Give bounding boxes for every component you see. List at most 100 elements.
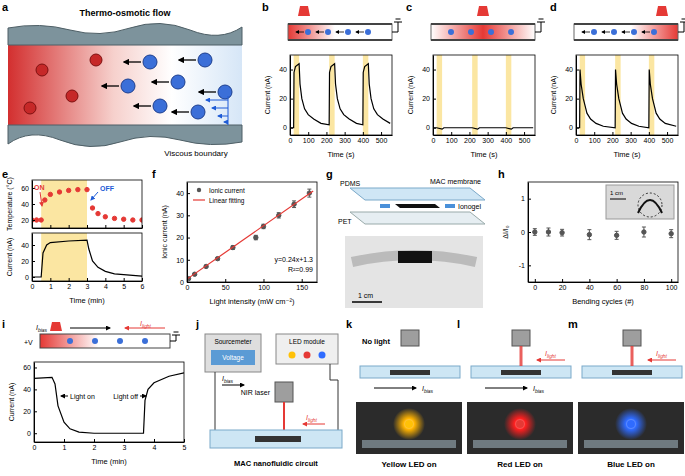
x-tick: 100 xyxy=(666,279,678,291)
x-tick xyxy=(124,225,125,228)
x-tick: 200 xyxy=(607,132,619,144)
y-tick-label: -1 xyxy=(519,262,525,269)
panel-letter: h xyxy=(498,168,505,180)
wall xyxy=(288,39,392,41)
arrow xyxy=(124,61,141,62)
arrow xyxy=(91,192,98,200)
x-tick xyxy=(50,225,51,228)
arrow xyxy=(537,360,565,361)
error-cap xyxy=(533,235,537,236)
y-axis-title: Temperature (°C) xyxy=(6,177,14,231)
display-label: Voltage xyxy=(222,354,244,362)
photo-device xyxy=(584,440,678,448)
x-tick: 3 xyxy=(123,439,127,451)
x-tick-mark xyxy=(535,279,536,282)
chart: 0123450204060Time (min)Current (nA)Light… xyxy=(8,362,187,466)
x-tick: 100 xyxy=(589,132,601,144)
error-bar xyxy=(642,227,646,237)
subscript: light xyxy=(142,324,152,329)
arrow xyxy=(602,32,610,33)
legend-label: Ionic current xyxy=(209,187,245,194)
x-tick-mark xyxy=(94,439,95,442)
data-point xyxy=(66,188,70,192)
x-tick: 20 xyxy=(559,279,567,291)
x-tick: 5 xyxy=(122,278,126,290)
x-tick-mark xyxy=(612,132,613,135)
y-tick: 40 xyxy=(21,201,35,208)
x-tick-mark xyxy=(649,132,650,135)
ion xyxy=(121,79,135,93)
x-tick-label: 0 xyxy=(432,137,436,144)
membrane xyxy=(390,370,430,375)
photo xyxy=(467,402,573,454)
wall xyxy=(574,39,678,41)
subscript: bias xyxy=(224,379,234,384)
current-label: Ibias xyxy=(36,324,47,333)
inset-bend xyxy=(638,193,662,217)
y-tick-label: 0 xyxy=(27,430,31,437)
error-bar xyxy=(669,230,673,238)
x-tick-mark xyxy=(50,225,51,228)
y-tick-label: 60 xyxy=(21,185,29,192)
x-tick-label: 6 xyxy=(141,283,145,290)
legend: Ionic currentLinear fitting xyxy=(193,187,245,205)
x-tick-mark xyxy=(488,132,489,135)
x-axis-title: Time (min) xyxy=(91,457,127,466)
x-tick-mark xyxy=(671,279,672,282)
y-tick-mark xyxy=(32,277,35,278)
panel-letter: a xyxy=(2,1,9,13)
x-tick-label: 400 xyxy=(644,137,656,144)
x-tick-label: 4 xyxy=(153,444,157,451)
data-point xyxy=(103,215,107,219)
legend-key xyxy=(197,188,201,192)
y-axis: 0204060 xyxy=(23,363,37,443)
x-axis: 0100200300400500 xyxy=(289,132,393,144)
ionogel xyxy=(445,204,455,208)
x-tick-label: 400 xyxy=(358,137,370,144)
panel-l: IlightIbiasRed LED on xyxy=(467,330,573,469)
x-tick-mark xyxy=(594,132,595,135)
x-tick-label: 50 xyxy=(222,284,230,291)
light-band xyxy=(437,55,442,135)
panel-letter: l xyxy=(457,318,460,330)
wall xyxy=(431,39,535,41)
plot-area xyxy=(533,227,674,240)
x-tick-label: 200 xyxy=(321,137,333,144)
x-tick: 400 xyxy=(358,132,370,144)
ion xyxy=(488,29,494,35)
x-tick: 100 xyxy=(446,132,458,144)
y-tick-mark xyxy=(290,70,293,71)
x-tick-mark xyxy=(589,279,590,282)
y-tick-label: 40 xyxy=(422,66,430,73)
panel-letter: c xyxy=(406,1,412,13)
photo-device xyxy=(362,440,456,448)
membrane xyxy=(612,370,652,375)
data-point xyxy=(96,211,100,215)
x-tick: 150 xyxy=(296,279,308,291)
ion xyxy=(36,64,48,76)
arrow xyxy=(140,396,146,397)
arrow xyxy=(622,32,630,33)
plot-area xyxy=(34,373,184,433)
subscript: bias xyxy=(424,389,434,394)
plot-area xyxy=(32,180,142,228)
y-tick: 30 xyxy=(176,212,190,219)
x-axis: 0100200300400500 xyxy=(432,132,536,144)
data-point xyxy=(57,190,61,194)
channel xyxy=(288,24,392,40)
ground xyxy=(392,19,402,32)
x-tick-label: 500 xyxy=(519,137,531,144)
arrow xyxy=(199,91,216,92)
chart: 020406080100-101Bending cycles (#)ΔI/I₀1… xyxy=(502,182,679,306)
x-tick: 1 xyxy=(49,278,53,290)
error-cap xyxy=(546,236,550,237)
x-tick-mark xyxy=(451,132,452,135)
x-tick-label: 40 xyxy=(586,284,594,291)
y-tick-mark xyxy=(32,245,35,246)
membrane xyxy=(501,370,541,375)
x-tick: 4 xyxy=(153,439,157,451)
data-point xyxy=(34,218,38,222)
chart: 010020030040050002040Time (s)Current (nA… xyxy=(264,55,393,159)
y-tick: 40 xyxy=(279,66,293,73)
diagram-caption: MAC nanofluidic circuit xyxy=(234,459,318,468)
